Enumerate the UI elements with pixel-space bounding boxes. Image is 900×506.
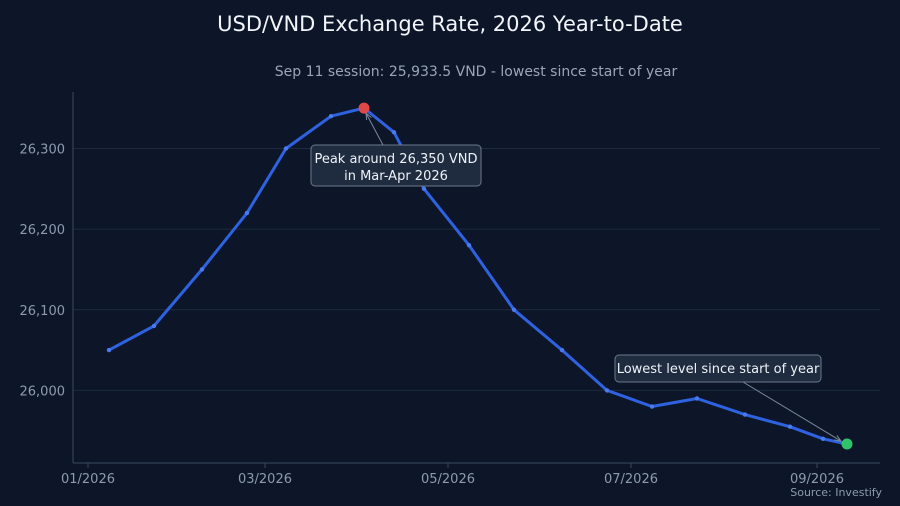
annotation-text: Lowest level since start of year [617, 362, 820, 377]
y-tick-label: 26,000 [20, 384, 66, 399]
data-point [391, 130, 397, 135]
data-point [649, 404, 655, 409]
annotation-box [310, 144, 482, 187]
data-point [151, 323, 157, 329]
source-note: Source: Investify [790, 486, 882, 499]
highlight-markers [358, 102, 853, 450]
y-tick-label: 26,200 [20, 223, 66, 238]
y-tick-labels: 26,000 26,100 26,200 26,300 [20, 142, 66, 399]
data-point [283, 146, 289, 151]
y-tick-label: 26,300 [20, 142, 66, 157]
data-point [787, 424, 793, 429]
data-point [820, 436, 826, 442]
highlight-point [841, 438, 853, 450]
annotation-arrowhead [833, 435, 843, 442]
annotation-arrow [742, 381, 842, 442]
annotations: Peak around 26,350 VND in Mar-Apr 2026 Low… [310, 111, 843, 442]
highlight-point [358, 102, 370, 114]
data-point [199, 267, 205, 272]
data-point [742, 412, 748, 417]
annotation-text: Peak around 26,350 VND [314, 152, 477, 167]
annotation-text: in Mar-Apr 2026 [344, 169, 448, 184]
data-point [694, 396, 700, 401]
x-tick-label: 05/2026 [421, 472, 475, 487]
data-point [244, 210, 250, 216]
data-point [106, 347, 112, 353]
x-tick-label: 09/2026 [790, 472, 844, 487]
chart-subtitle: Sep 11 session: 25,933.5 VND - lowest si… [275, 64, 678, 80]
y-tick-label: 26,100 [20, 304, 66, 319]
data-point [421, 186, 427, 191]
data-point [559, 347, 565, 353]
x-tick-label: 03/2026 [238, 472, 292, 487]
data-point [604, 388, 610, 393]
x-tick-label: 01/2026 [61, 472, 115, 487]
x-tick-labels: 01/2026 03/2026 05/2026 07/2026 09/2026 [61, 463, 844, 487]
axes [72, 92, 880, 464]
annotation-box [614, 354, 822, 383]
x-tick-label: 07/2026 [604, 472, 658, 487]
chart-title: USD/VND Exchange Rate, 2026 Year-to-Date [217, 12, 683, 36]
data-point [511, 307, 517, 312]
annotation-arrow [365, 112, 384, 146]
annotation-arrowhead [365, 111, 372, 121]
data-point [328, 113, 334, 119]
data-point [466, 243, 472, 248]
